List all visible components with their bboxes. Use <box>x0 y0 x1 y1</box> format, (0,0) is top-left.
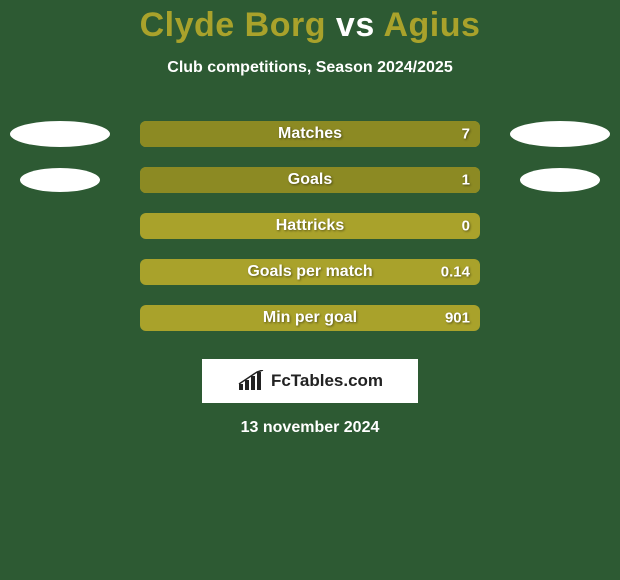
stat-bar: Min per goal 901 <box>140 305 480 331</box>
stat-value-right: 1 <box>462 172 470 189</box>
title-player2: Agius <box>383 6 480 44</box>
stat-value-right: 0 <box>462 218 470 235</box>
comparison-infographic: Clyde Borg vs Agius Club competitions, S… <box>0 0 620 580</box>
stat-bar: Matches 7 <box>140 121 480 147</box>
ellipse-left-icon <box>10 121 110 147</box>
title-player1: Clyde Borg <box>140 6 326 44</box>
chart-bars-icon <box>237 370 265 392</box>
stat-value-right: 7 <box>462 126 470 143</box>
stat-label: Hattricks <box>140 217 480 235</box>
ellipse-left-icon <box>20 168 100 192</box>
stat-label: Min per goal <box>140 309 480 327</box>
stat-rows: Matches 7 Goals 1 Hattricks 0 <box>0 111 620 341</box>
title-vs: vs <box>336 6 375 44</box>
stat-bar-fill-right <box>140 121 480 147</box>
stat-row: Matches 7 <box>0 111 620 157</box>
stat-row: Goals per match 0.14 <box>0 249 620 295</box>
ellipse-right-icon <box>520 168 600 192</box>
stat-bar: Goals per match 0.14 <box>140 259 480 285</box>
stat-row: Hattricks 0 <box>0 203 620 249</box>
stat-label: Goals per match <box>140 263 480 281</box>
stat-row: Min per goal 901 <box>0 295 620 341</box>
brand-box: FcTables.com <box>202 359 418 403</box>
stat-row: Goals 1 <box>0 157 620 203</box>
stat-bar: Goals 1 <box>140 167 480 193</box>
page-title: Clyde Borg vs Agius <box>0 0 620 45</box>
stat-value-right: 901 <box>445 310 470 327</box>
stat-value-right: 0.14 <box>441 264 470 281</box>
ellipse-right-icon <box>510 121 610 147</box>
brand-text: FcTables.com <box>271 371 383 391</box>
stat-bar: Hattricks 0 <box>140 213 480 239</box>
date-text: 13 november 2024 <box>0 419 620 437</box>
stat-bar-fill-right <box>140 167 480 193</box>
subtitle: Club competitions, Season 2024/2025 <box>0 59 620 77</box>
